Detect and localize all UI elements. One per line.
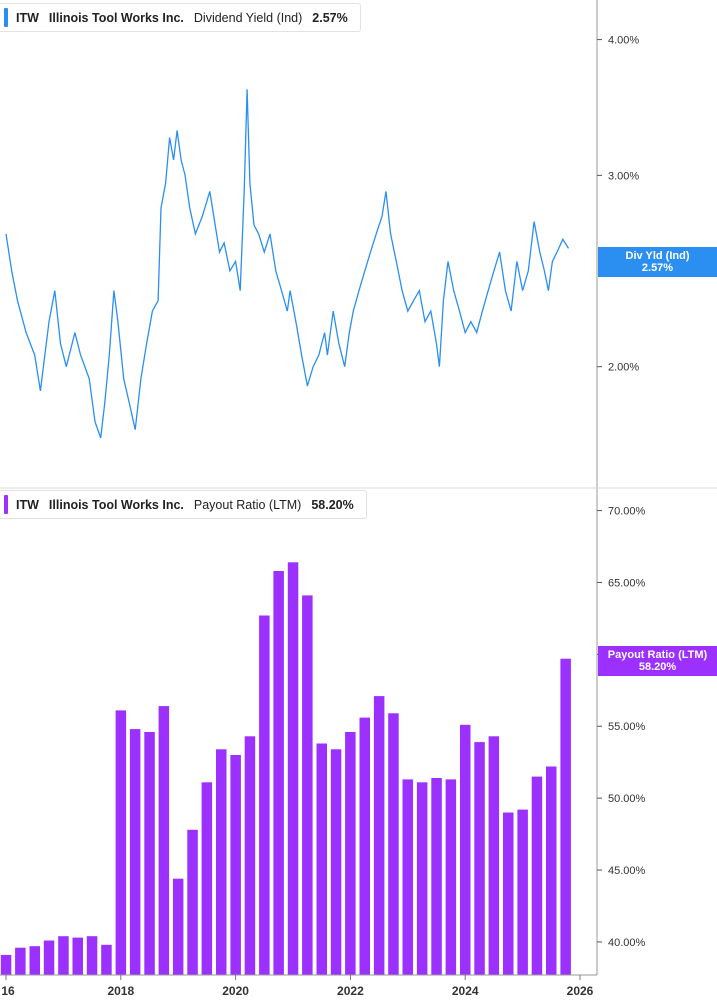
y-tick-label: 65.00%: [608, 577, 646, 589]
axes: [0, 0, 717, 976]
payout-bar: [373, 696, 385, 975]
payout-bar: [330, 749, 342, 975]
payout-bar: [86, 936, 98, 975]
y-tick-label: 40.00%: [608, 937, 646, 949]
payout-bar: [273, 571, 284, 975]
payout-bar: [201, 782, 213, 975]
color-swatch-icon: [4, 8, 8, 27]
legend-value: 2.57%: [312, 10, 348, 25]
x-tick-label: 2026: [567, 984, 594, 998]
legend-company: Illinois Tool Works Inc.: [48, 10, 184, 25]
x-tick-label: 2022: [337, 984, 364, 998]
payout-bar: [359, 717, 370, 975]
tag-label: Div Yld (Ind): [625, 250, 690, 262]
payout-bar: [531, 776, 543, 975]
payout-value-tag: Payout Ratio (LTM) 58.20%: [598, 646, 717, 676]
legend-metric: Payout Ratio (LTM): [193, 497, 302, 512]
payout-bar: [316, 743, 327, 975]
payout-bar: [503, 812, 514, 975]
dividend-yield-line: [5, 89, 570, 439]
x-tick-label: 2024: [452, 984, 479, 998]
legend-ticker: ITW: [16, 10, 39, 25]
payout-bar: [15, 947, 26, 975]
legend-metric: Dividend Yield (Ind): [193, 10, 303, 25]
x-axis-labels: 16 2018 2020 2022 2024 2026: [1, 975, 594, 998]
payout-bar: [546, 766, 557, 975]
payout-bar: [144, 732, 155, 975]
payout-bars: [0, 562, 571, 975]
x-tick-label: 2020: [222, 984, 249, 998]
payout-bar: [101, 944, 112, 975]
payout-bar: [416, 782, 428, 975]
payout-bar: [0, 954, 12, 975]
payout-bar: [58, 936, 69, 975]
payout-bar: [259, 615, 270, 975]
y-tick-label: 2.00%: [608, 362, 639, 374]
y-tick-label: 70.00%: [608, 506, 646, 518]
y-tick-label: 45.00%: [608, 865, 646, 877]
x-tick-label: 2018: [107, 984, 134, 998]
yield-legend: ITW Illinois Tool Works Inc. Dividend Yi…: [0, 3, 361, 32]
y-tick-label: 3.00%: [608, 170, 639, 182]
tag-label: Payout Ratio (LTM): [607, 649, 708, 661]
yield-axis-labels: 4.00% 3.00% 2.00%: [597, 35, 639, 374]
payout-bar: [29, 946, 40, 975]
tag-value: 58.20%: [638, 661, 677, 673]
payout-bar: [388, 713, 399, 975]
payout-bar: [72, 937, 83, 975]
payout-bar: [402, 779, 413, 975]
payout-bar: [474, 742, 485, 975]
payout-bar: [445, 779, 457, 975]
payout-bar: [560, 658, 571, 975]
y-tick-label: 50.00%: [608, 793, 646, 805]
payout-bar: [244, 736, 256, 975]
payout-bar: [115, 710, 127, 975]
yield-value-tag: Div Yld (Ind) 2.57%: [598, 247, 717, 277]
payout-bar: [158, 706, 170, 975]
payout-bar: [345, 732, 356, 975]
payout-bar: [302, 595, 313, 975]
payout-axis-labels: 70.00%65.00%60.00%55.00%50.00%45.00%40.0…: [597, 506, 646, 949]
payout-bar: [230, 755, 241, 975]
y-tick-label: 55.00%: [608, 721, 646, 733]
x-tick-label: 16: [1, 984, 15, 998]
payout-bar: [431, 778, 442, 975]
payout-bar: [172, 878, 184, 975]
color-swatch-icon: [4, 495, 8, 514]
payout-legend: ITW Illinois Tool Works Inc. Payout Rati…: [0, 490, 367, 519]
payout-bar: [187, 829, 198, 975]
tag-value: 2.57%: [641, 262, 674, 274]
payout-bar: [517, 809, 528, 975]
payout-bar: [287, 562, 299, 975]
y-tick-label: 4.00%: [608, 35, 639, 47]
legend-company: Illinois Tool Works Inc.: [48, 497, 184, 512]
legend-ticker: ITW: [16, 497, 39, 512]
payout-bar: [488, 736, 500, 975]
payout-bar: [216, 749, 227, 975]
payout-bar: [460, 724, 471, 975]
legend-value: 58.20%: [311, 497, 354, 512]
payout-bar: [43, 940, 55, 975]
payout-bar: [129, 729, 141, 975]
